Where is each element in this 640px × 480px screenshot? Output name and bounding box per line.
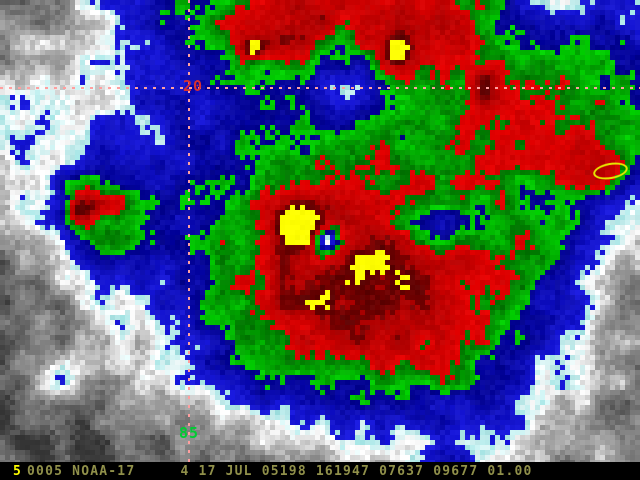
satellite-image-area: 20 85 [0,0,640,462]
enhancement-indicator: 5 [13,463,23,479]
longitude-label: 85 [179,424,200,442]
status-bar: 5 0005 NOAA-17 4 17 JUL 05198 161947 076… [0,462,640,480]
latitude-gridline [0,87,640,89]
latitude-label: 20 [183,77,204,95]
satellite-ir-image [0,0,640,462]
longitude-gridline [188,0,190,462]
image-annotation-text: 0005 NOAA-17 4 17 JUL 05198 161947 07637… [27,463,533,479]
